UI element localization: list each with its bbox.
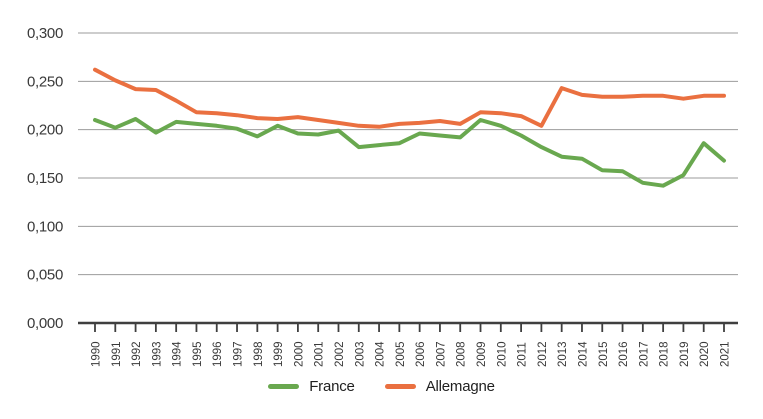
x-tick-label: 2002 [334,341,346,367]
series-line-allemagne [93,67,726,129]
x-tick-label: 2003 [354,341,366,367]
legend-item-france: France [268,378,355,395]
y-tick-label: 0,100 [27,218,63,235]
x-tick-label: 2019 [679,341,691,367]
x-tick-label: 2020 [699,341,711,367]
legend-item-allemagne: Allemagne [384,378,495,395]
series-line-france [93,117,726,188]
x-tick-label: 2008 [456,341,468,367]
allemagne-line-swatch [384,384,416,389]
x-tick-label: 1991 [111,341,123,367]
x-tick-label: 2021 [720,341,732,367]
x-tick-label: 1997 [233,341,245,367]
x-tick-label: 2013 [557,341,569,367]
legend: France Allemagne [0,378,763,395]
x-tick-label: 1995 [192,341,204,367]
y-tick-label: 0,150 [27,170,63,187]
x-tick-label: 2010 [496,341,508,367]
x-tick-label: 2012 [537,341,549,367]
x-tick-label: 1990 [91,341,103,367]
x-tick-label: 2014 [577,341,589,367]
x-tick-label: 2016 [618,341,630,367]
x-tick-label: 1994 [172,341,184,367]
x-tick-label: 2006 [415,341,427,367]
x-tick-label: 2017 [638,341,650,367]
x-tick-label: 2011 [517,342,529,367]
x-tick-label: 2004 [375,341,387,367]
x-tick-label: 1996 [212,341,224,367]
france-line-swatch [268,384,300,389]
y-tick-label: 0,050 [27,267,63,284]
x-tick-label: 1992 [131,341,143,367]
x-tick-label: 2009 [476,341,488,367]
plot-area: 0,000 0,050 0,100 0,150 0,200 0,250 0,300 1990 1… [27,25,738,367]
x-tick-label: 2001 [314,341,326,367]
x-tick-label: 1993 [151,341,163,367]
legend-label-france: France [309,378,355,395]
y-tick-label: 0,000 [27,315,63,332]
legend-label-allemagne: Allemagne [425,378,495,395]
y-tick-label: 0,250 [27,73,63,90]
x-tick-label: 2000 [293,341,305,367]
y-tick-label: 0,200 [27,122,63,139]
x-tick-label: 1999 [273,341,285,367]
x-tick-label: 2007 [435,341,447,367]
x-tick-label: 2018 [659,341,671,367]
x-tick-label: 2015 [598,341,610,367]
x-tick-label: 1998 [253,341,265,367]
x-tick-label: 2005 [395,341,407,367]
y-tick-label: 0,300 [27,25,63,42]
